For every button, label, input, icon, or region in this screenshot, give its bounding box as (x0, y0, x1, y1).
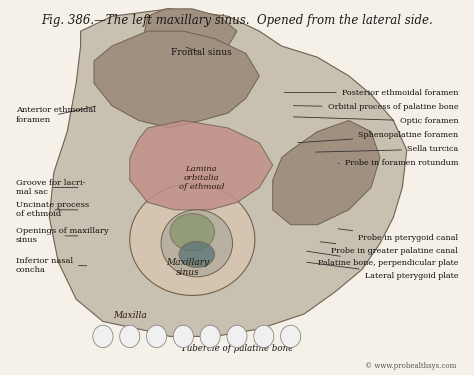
Text: Openings of maxillary
sinus: Openings of maxillary sinus (16, 227, 109, 244)
Polygon shape (273, 120, 380, 225)
Ellipse shape (200, 325, 220, 348)
Text: Palatine bone, perpendicular plate: Palatine bone, perpendicular plate (307, 251, 458, 267)
Text: Orbital process of palatine bone: Orbital process of palatine bone (293, 104, 458, 111)
Text: Inferior nasal
concha: Inferior nasal concha (16, 257, 87, 274)
Ellipse shape (179, 242, 215, 267)
Text: Posterior ethmoidal foramen: Posterior ethmoidal foramen (284, 88, 458, 97)
Ellipse shape (281, 325, 301, 348)
Text: Maxilla: Maxilla (113, 311, 146, 320)
Text: Frontal sinus: Frontal sinus (171, 47, 232, 57)
Text: Anterior ethmoidal
foramen: Anterior ethmoidal foramen (16, 106, 96, 123)
Text: Groove for lacri-
mal sac: Groove for lacri- mal sac (16, 179, 85, 196)
Ellipse shape (161, 210, 233, 277)
Text: Sphenopalatine foramen: Sphenopalatine foramen (298, 131, 458, 142)
Text: Optic foramen: Optic foramen (293, 117, 458, 125)
Text: Probe in pterygoid canal: Probe in pterygoid canal (338, 229, 458, 242)
Polygon shape (49, 9, 407, 336)
Ellipse shape (120, 325, 140, 348)
Ellipse shape (254, 325, 274, 348)
Ellipse shape (170, 213, 215, 251)
Text: Probe in foramen rotundum: Probe in foramen rotundum (338, 159, 458, 167)
Text: Sella turcica: Sella turcica (316, 145, 458, 153)
Ellipse shape (227, 325, 247, 348)
Text: Lateral pterygoid plate: Lateral pterygoid plate (307, 262, 458, 280)
Ellipse shape (93, 325, 113, 348)
Text: Fig. 386.—The left maxillary sinus.  Opened from the lateral side.: Fig. 386.—The left maxillary sinus. Open… (41, 14, 433, 27)
Ellipse shape (146, 325, 167, 348)
Text: © www.prohealthsys.com: © www.prohealthsys.com (365, 362, 456, 370)
Polygon shape (94, 31, 259, 128)
Polygon shape (130, 120, 273, 210)
Ellipse shape (130, 184, 255, 296)
Ellipse shape (173, 325, 193, 348)
Text: Probe in greater palatine canal: Probe in greater palatine canal (320, 242, 458, 255)
Text: Lamina
orbitalia
of ethmoid: Lamina orbitalia of ethmoid (179, 165, 224, 191)
Polygon shape (143, 9, 237, 54)
Text: Maxillary
sinus: Maxillary sinus (166, 258, 210, 277)
Text: Tubercle of palatine bone: Tubercle of palatine bone (181, 344, 293, 353)
Text: Uncinate process
of ethmoid: Uncinate process of ethmoid (16, 201, 89, 218)
